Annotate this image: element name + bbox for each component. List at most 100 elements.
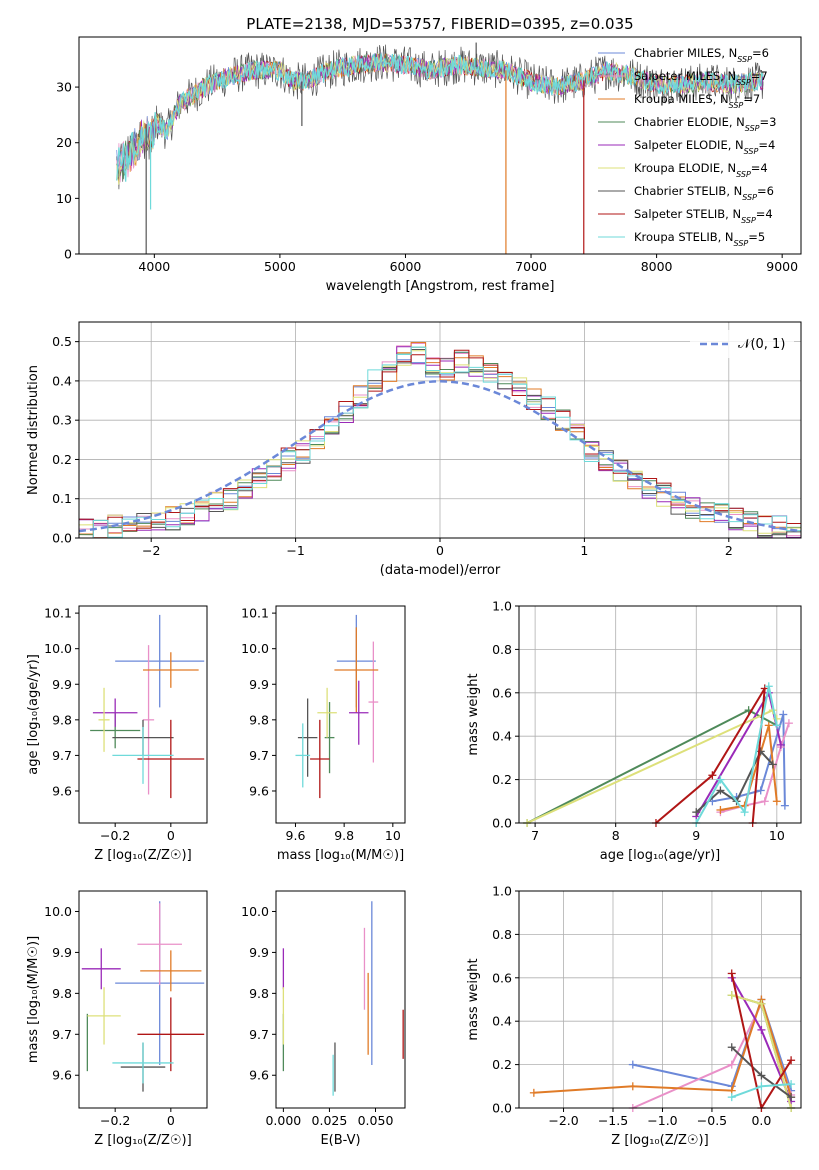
- y-tick-label: 1.0: [492, 599, 512, 614]
- x-tick-label: 0: [436, 543, 444, 558]
- y-tick-label: 10.0: [44, 641, 72, 656]
- axes-frame: [275, 605, 406, 824]
- legend-label-text: Chabrier MILES, N: [634, 46, 737, 60]
- histogram-kroupa-stelib: [79, 346, 801, 538]
- y-tick-label: 10.0: [241, 904, 269, 919]
- legend-label: Chabrier ELODIE, NSSP=3: [634, 115, 776, 133]
- x-axis-label: mass [log₁₀(M/M☉)]: [277, 848, 404, 863]
- y-axis-label: mass [log₁₀(M/M☉)]: [26, 936, 41, 1063]
- y-tick-label: 10.0: [44, 904, 72, 919]
- x-tick-label: 0.000: [265, 1113, 301, 1128]
- y-tick-label: 0.4: [52, 373, 72, 388]
- y-axis-label: mass weight: [466, 673, 481, 755]
- y-tick-label: 9.7: [249, 1027, 269, 1042]
- axes-frame: [275, 890, 406, 1109]
- x-tick-label: 9: [692, 828, 700, 843]
- y-tick-label: 9.7: [52, 1027, 72, 1042]
- y-tick-label: 0.0: [52, 531, 72, 546]
- y-tick-label: 9.8: [52, 986, 72, 1001]
- panel-Z-weight: −2.0 −1.5 −1.0 −0.5 0.0 0.0 0.2 0.4 0.6 0.8 1.0 Z […: [466, 884, 802, 1148]
- legend-label-sub: SSP: [742, 193, 757, 202]
- panels: 4000 5000 6000 7000 8000 90000102030wavelengt…: [26, 36, 802, 1148]
- legend-label-tail: =4: [758, 138, 775, 152]
- x-tick-label: 8: [612, 828, 620, 843]
- legend-label-text: Salpeter MILES, N: [634, 69, 736, 83]
- y-tick-label: 0.4: [492, 1014, 512, 1029]
- x-axis-label: Z [log₁₀(Z/Z☉)]: [94, 1133, 191, 1148]
- y-tick-label: 9.7: [249, 748, 269, 763]
- x-tick-label: 9.8: [334, 828, 354, 843]
- y-tick-label: 20: [56, 135, 72, 150]
- y-tick-label: 0.2: [492, 1057, 512, 1072]
- x-tick-label: −1: [286, 543, 304, 558]
- legend-label-tail: =5: [748, 230, 765, 244]
- y-axis-label: age [log₁₀(age/yr)]: [26, 654, 41, 775]
- x-tick-label: 8000: [641, 259, 673, 274]
- legend-label-text: Kroupa ELODIE, N: [634, 161, 736, 175]
- y-tick-label: 9.8: [249, 712, 269, 727]
- legend-label-text: Kroupa STELIB, N: [634, 230, 734, 244]
- x-tick-label: −1.0: [647, 1113, 677, 1128]
- axes-frame: [78, 321, 802, 539]
- y-tick-label: 0.6: [492, 685, 512, 700]
- x-tick-label: −2.0: [548, 1113, 578, 1128]
- figure-title: PLATE=2138, MJD=53757, FIBERID=0395, z=0…: [246, 15, 633, 33]
- x-tick-label: 0.025: [312, 1113, 348, 1128]
- y-axis-label: mass weight: [466, 958, 481, 1040]
- gaussian-curve: [79, 380, 801, 533]
- y-tick-label: 30: [56, 80, 72, 95]
- legend-label-sub: SSP: [734, 239, 749, 248]
- legend-label-sub: SSP: [729, 101, 744, 110]
- y-tick-label: 9.9: [249, 945, 269, 960]
- y-tick-label: 0.4: [492, 729, 512, 744]
- y-tick-label: 0.8: [492, 927, 512, 942]
- legend-label-text: Salpeter STELIB, N: [634, 207, 741, 221]
- axes-frame: [78, 605, 208, 824]
- y-tick-label: 10.1: [44, 606, 72, 621]
- y-tick-label: 0.0: [492, 1101, 512, 1116]
- y-tick-label: 0.5: [52, 334, 72, 349]
- y-axis-label: Normed distribution: [26, 365, 41, 495]
- legend-label-sub: SSP: [745, 124, 760, 133]
- y-tick-label: 0.8: [492, 642, 512, 657]
- spectrum-line: [116, 53, 764, 182]
- weight-line: [655, 687, 766, 823]
- legend-label-sub: SSP: [736, 170, 751, 179]
- legend-label-tail: =6: [752, 46, 769, 60]
- panel-ebv-mass: 0.000 0.025 0.050 9.6 9.7 9.8 9.9 10.0 E(B-V): [241, 890, 406, 1148]
- legend-label: Chabrier MILES, NSSP=6: [634, 46, 769, 64]
- x-tick-label: 2: [725, 543, 733, 558]
- legend-label-text: Kroupa MILES, N: [634, 92, 729, 106]
- panel-mass-age: 9.6 9.8 10 9.6 9.7 9.8 9.9 10.0 10.1 mass [log₁₀(…: [241, 605, 406, 863]
- x-axis-label: wavelength [Angstrom, rest frame]: [326, 279, 555, 294]
- y-tick-label: 9.8: [249, 986, 269, 1001]
- axes-frame: [78, 36, 802, 255]
- legend-label: Kroupa ELODIE, NSSP=4: [634, 161, 768, 179]
- legend-label-tail: =3: [760, 115, 777, 129]
- legend-label: Salpeter STELIB, NSSP=4: [634, 207, 773, 225]
- x-tick-label: −2: [142, 543, 160, 558]
- legend-label-sub: SSP: [737, 55, 752, 64]
- x-tick-label: 0.050: [358, 1113, 394, 1128]
- x-tick-label: 9000: [766, 259, 798, 274]
- x-tick-label: −0.5: [697, 1113, 727, 1128]
- y-tick-label: 0.2: [492, 772, 512, 787]
- x-axis-label: age [log₁₀(age/yr)]: [600, 848, 721, 863]
- panel-Z-mass: −0.2 0 9.6 9.7 9.8 9.9 10.0 Z [log₁₀(Z/Z☉)] mass…: [26, 890, 208, 1148]
- y-tick-label: 9.6: [52, 783, 72, 798]
- x-tick-label: 7000: [515, 259, 547, 274]
- legend-label-tail: =4: [756, 207, 773, 221]
- legend-label-sub: SSP: [741, 216, 756, 225]
- axes-frame: [518, 605, 802, 824]
- legend-label: Chabrier STELIB, NSSP=6: [634, 184, 774, 202]
- legend-label-text: Chabrier ELODIE, N: [634, 115, 745, 129]
- legend-label-sub: SSP: [736, 78, 751, 87]
- x-axis-label: (data-model)/error: [380, 563, 501, 578]
- y-tick-label: 10.0: [241, 641, 269, 656]
- legend-label: 𝒩(0, 1): [738, 337, 785, 352]
- x-axis-label: E(B-V): [320, 1133, 360, 1148]
- x-tick-label: −1.5: [598, 1113, 628, 1128]
- legend-box: [690, 330, 794, 358]
- x-tick-label: 10: [385, 828, 401, 843]
- legend-label-tail: =4: [751, 161, 768, 175]
